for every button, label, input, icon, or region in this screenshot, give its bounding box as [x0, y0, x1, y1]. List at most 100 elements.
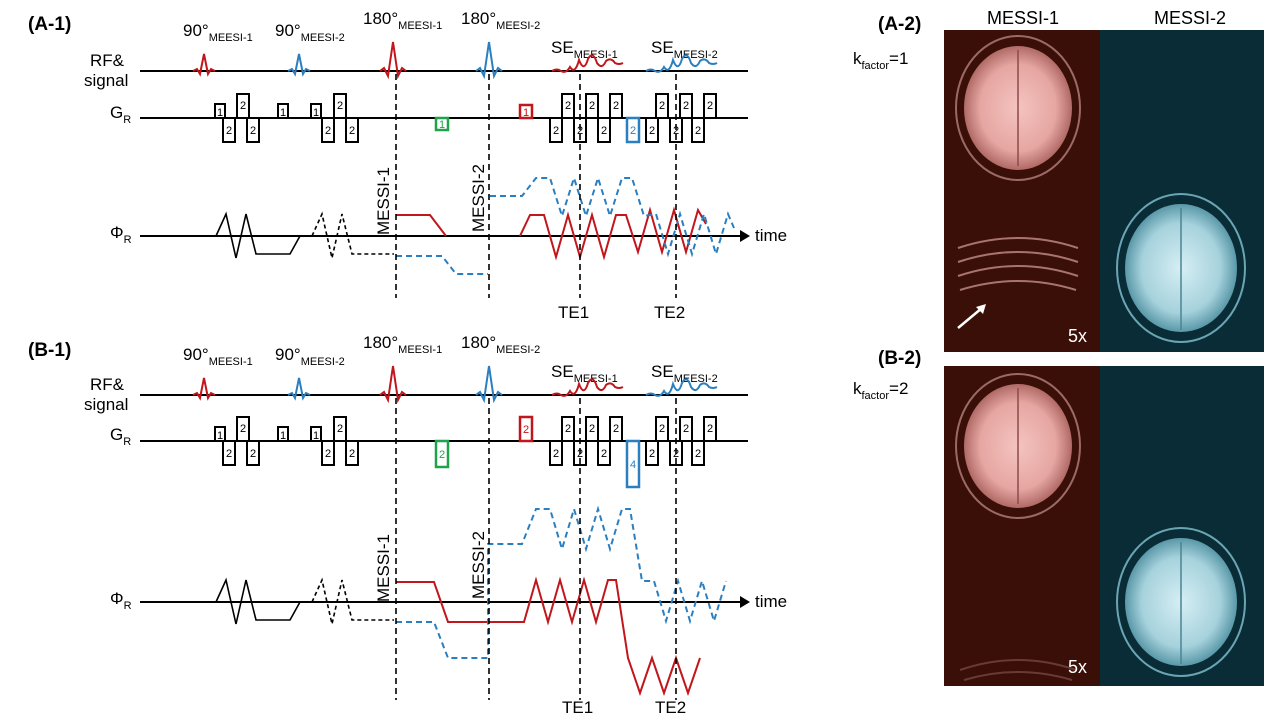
rf-label-180-1: 180°MEESI-1: [363, 333, 442, 356]
svg-text:2: 2: [659, 100, 665, 112]
svg-text:2: 2: [553, 448, 559, 460]
svg-text:2: 2: [601, 125, 607, 137]
svg-text:2: 2: [683, 423, 689, 435]
row-label-phi: ΦR: [110, 223, 132, 246]
image-panels: (A-2) kfactor=1 (B-2) kfactor=2 MESSI-1 …: [853, 8, 1264, 686]
rf-label-90-2: 90°MEESI-2: [275, 345, 345, 368]
phase-messi2-readout: [490, 174, 735, 258]
time-markers: [395, 398, 677, 700]
messi2-marker-label: MESSI-2: [469, 531, 488, 599]
svg-text:2: 2: [439, 449, 445, 461]
row-label-rf: RF&: [90, 51, 125, 70]
svg-text:1: 1: [280, 107, 286, 119]
scale-label-a2: 5x: [1068, 326, 1087, 346]
svg-text:2: 2: [659, 423, 665, 435]
panel-a1: (A-1) 90°MEESI-1 90°MEESI-2 180°MEESI-1 …: [28, 9, 787, 322]
time-arrow-icon: [740, 230, 750, 242]
gr-encode-green: [434, 439, 450, 469]
time-arrow-icon: [740, 596, 750, 608]
svg-text:2: 2: [613, 423, 619, 435]
svg-text:2: 2: [565, 423, 571, 435]
se-label-2: SEMEESI-2: [651, 362, 718, 385]
kfactor-label-a2: kfactor=1: [853, 49, 908, 72]
phase-path-black-dashed: [311, 211, 394, 259]
svg-text:2: 2: [565, 100, 571, 112]
phase-messi1-early: [396, 214, 447, 237]
row-label-gr: GR: [110, 103, 131, 126]
svg-text:2: 2: [553, 125, 559, 137]
phase-messi1-readout: [519, 206, 707, 261]
rf-pulse-180-messi1: [379, 41, 407, 80]
svg-text:1: 1: [313, 107, 319, 119]
row-label-gr: GR: [110, 425, 131, 448]
rf-label-180-1: 180°MEESI-1: [363, 9, 442, 32]
rf-pulse-90-messi1: [192, 377, 216, 401]
rf-pulse-180-messi2: [475, 41, 503, 80]
gr-encode-green: [434, 116, 450, 132]
panel-label-a2: (A-2): [878, 14, 921, 35]
phase-path-black: [215, 577, 301, 625]
svg-text:2: 2: [337, 423, 343, 435]
gr-lobe-numbers: 1 2 2 2 1 1 2 2 2 2 2 2 2 2 2 2 2 2 2 2 …: [217, 100, 713, 137]
rf-pulse-90-messi2: [287, 53, 311, 77]
rf-label-90-1: 90°MEESI-1: [183, 345, 253, 368]
te2-label: TE2: [654, 303, 685, 322]
rf-label-180-2: 180°MEESI-2: [461, 333, 540, 356]
svg-text:4: 4: [630, 459, 636, 471]
se-label-1: SEMEESI-1: [551, 362, 618, 385]
ghost-artifact: [957, 237, 1079, 291]
te2-label: TE2: [655, 698, 686, 717]
row-label-signal: signal: [84, 71, 128, 90]
spin-echo-messi2: [645, 54, 718, 73]
svg-text:2: 2: [589, 100, 595, 112]
gr-encode-red: [518, 103, 534, 120]
messi1-marker-label: MESSI-1: [374, 534, 393, 602]
svg-text:2: 2: [707, 100, 713, 112]
column-title-messi1: MESSI-1: [987, 8, 1059, 28]
svg-text:2: 2: [673, 125, 679, 137]
artifact-arrowhead-icon: [976, 304, 986, 314]
spin-echo-messi1: [551, 54, 624, 73]
row-label-phi: ΦR: [110, 589, 132, 612]
svg-text:2: 2: [523, 424, 529, 436]
kfactor-label-b2: kfactor=2: [853, 379, 908, 402]
phase-messi2-path: [396, 505, 727, 659]
rf-label-90-1: 90°MEESI-1: [183, 21, 253, 44]
skull-ring: [955, 35, 1081, 181]
svg-text:2: 2: [240, 423, 246, 435]
rf-pulse-90-messi2: [287, 377, 311, 401]
gr-encode-blue: [625, 116, 641, 144]
svg-text:2: 2: [349, 448, 355, 460]
svg-text:2: 2: [695, 125, 701, 137]
time-markers: [395, 74, 677, 298]
time-label: time: [755, 226, 787, 245]
svg-text:1: 1: [217, 430, 223, 442]
svg-text:2: 2: [349, 125, 355, 137]
te1-label: TE1: [562, 698, 593, 717]
rf-pulse-90-messi1: [192, 53, 216, 77]
gr-encode-red: [518, 415, 534, 443]
svg-text:1: 1: [217, 107, 223, 119]
svg-text:2: 2: [613, 100, 619, 112]
svg-text:2: 2: [630, 125, 636, 137]
rf-label-90-2: 90°MEESI-2: [275, 21, 345, 44]
time-label: time: [755, 592, 787, 611]
messi1-marker-label: MESSI-1: [374, 167, 393, 235]
phase-path-black: [215, 211, 301, 259]
gr-lobes: [214, 93, 717, 143]
svg-text:2: 2: [325, 125, 331, 137]
phase-messi2-early: [396, 255, 488, 275]
gr-lobes: [214, 416, 717, 466]
svg-text:1: 1: [313, 430, 319, 442]
phase-path-black-dashed: [311, 577, 394, 625]
panel-b1: (B-1) 90°MEESI-1 90°MEESI-2 180°MEESI-1 …: [28, 333, 787, 717]
gr-encode-blue: [625, 439, 641, 489]
se-label-2: SEMEESI-2: [651, 38, 718, 61]
panel-label-b1: (B-1): [28, 340, 71, 361]
svg-text:2: 2: [589, 423, 595, 435]
te1-label: TE1: [558, 303, 589, 322]
rf-pulse-180-messi1: [379, 365, 407, 404]
svg-text:2: 2: [601, 448, 607, 460]
row-label-signal: signal: [84, 395, 128, 414]
